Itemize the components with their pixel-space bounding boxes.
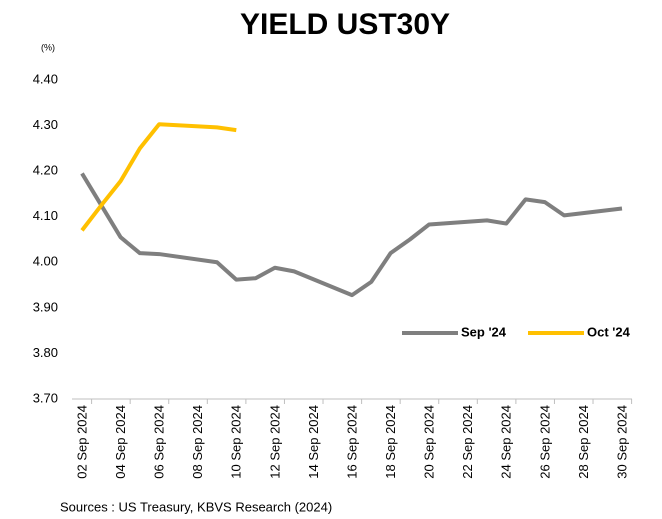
x-tick-label: 20 Sep 2024 (422, 405, 437, 479)
x-tick-label: 30 Sep 2024 (614, 405, 629, 479)
x-tick-label: 10 Sep 2024 (229, 405, 244, 479)
chart-title: YIELD UST30Y (240, 8, 450, 41)
x-tick-label: 06 Sep 2024 (152, 405, 167, 479)
legend-label: Oct '24 (587, 324, 631, 339)
y-tick-label: 4.30 (33, 117, 58, 132)
x-tick-label: 14 Sep 2024 (306, 405, 321, 479)
y-tick-label: 4.20 (33, 163, 58, 178)
x-tick-label: 02 Sep 2024 (74, 405, 89, 479)
y-tick-label: 3.90 (33, 299, 58, 314)
x-tick-label: 24 Sep 2024 (499, 405, 514, 479)
series-line (80, 122, 237, 232)
y-tick-label: 4.00 (33, 254, 58, 269)
x-tick-label: 18 Sep 2024 (383, 405, 398, 479)
source-note: Sources : US Treasury, KBVS Research (20… (60, 499, 332, 514)
x-tick-label: 22 Sep 2024 (460, 405, 475, 479)
legend-label: Sep '24 (461, 324, 507, 339)
x-tick-label: 12 Sep 2024 (267, 405, 282, 479)
y-tick-label: 3.70 (33, 390, 58, 405)
x-tick-label: 08 Sep 2024 (190, 405, 205, 479)
y-tick-label: 3.80 (33, 345, 58, 360)
x-tick-label: 26 Sep 2024 (537, 405, 552, 479)
x-tick-label: 28 Sep 2024 (576, 405, 591, 479)
y-tick-label: 4.40 (33, 71, 58, 86)
x-tick-label: 16 Sep 2024 (344, 405, 359, 479)
x-tick-label: 04 Sep 2024 (113, 405, 128, 479)
series-line (80, 172, 623, 298)
y-tick-label: 4.10 (33, 208, 58, 223)
y-unit: (%) (41, 42, 55, 52)
